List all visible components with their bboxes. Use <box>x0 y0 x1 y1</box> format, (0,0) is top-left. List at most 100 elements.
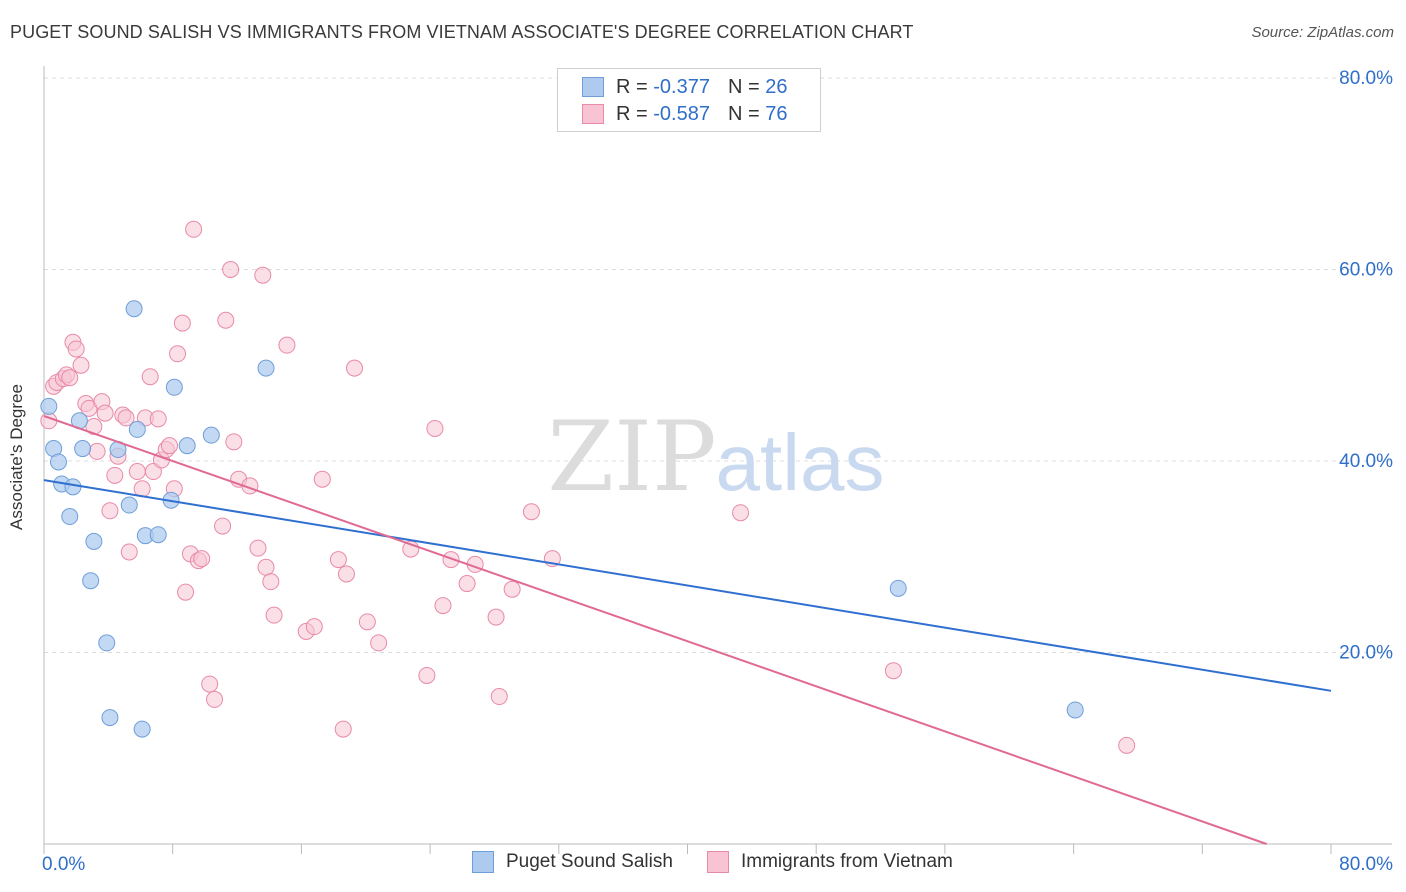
point-vietnam <box>265 606 283 624</box>
point-vietnam <box>732 504 750 522</box>
point-vietnam <box>313 470 331 488</box>
watermark-atlas: atlas <box>716 418 885 507</box>
point-salish <box>128 420 146 438</box>
point-vietnam <box>884 662 902 680</box>
point-vietnam <box>101 502 119 520</box>
point-salish <box>1066 701 1084 719</box>
tick-labels: 20.0% 40.0% 60.0% 80.0% 0.0% 80.0% <box>42 68 1393 875</box>
point-vietnam <box>490 688 508 706</box>
watermark-zip: ZIP <box>547 401 716 513</box>
point-vietnam <box>67 340 85 358</box>
point-vietnam <box>106 466 124 484</box>
legend-item-salish: Puget Sound Salish <box>472 851 673 873</box>
axes <box>43 66 1392 854</box>
point-vietnam <box>337 565 355 583</box>
point-vietnam <box>177 583 195 601</box>
x-tick-label-min: 0.0% <box>42 854 85 875</box>
point-vietnam <box>120 543 138 561</box>
point-salish <box>40 397 58 415</box>
watermark: ZIP atlas <box>547 401 884 513</box>
point-salish <box>133 720 151 738</box>
y-tick-label: 40.0% <box>1339 451 1393 472</box>
point-vietnam <box>249 539 267 557</box>
point-vietnam <box>185 220 203 238</box>
series-legend: Puget Sound Salish Immigrants from Vietn… <box>0 851 1406 879</box>
legend-label-vietnam: Immigrants from Vietnam <box>741 851 953 872</box>
legend-n-value: 76 <box>765 102 788 125</box>
point-vietnam <box>149 410 167 428</box>
point-vietnam <box>522 503 540 521</box>
legend-item-vietnam: Immigrants from Vietnam <box>707 851 953 873</box>
legend-n-label: N = <box>727 102 760 125</box>
point-vietnam <box>173 314 191 332</box>
point-salish <box>165 378 183 396</box>
point-salish <box>74 440 92 458</box>
point-vietnam <box>201 675 219 693</box>
point-salish <box>82 572 100 590</box>
point-salish <box>257 359 275 377</box>
point-vietnam <box>96 404 114 422</box>
point-vietnam <box>434 597 452 615</box>
point-vietnam <box>262 573 280 591</box>
point-vietnam <box>257 558 275 576</box>
series-vietnam-points <box>40 220 1136 754</box>
point-vietnam <box>334 720 352 738</box>
point-vietnam <box>141 368 159 386</box>
legend-swatch-salish <box>582 77 604 97</box>
y-tick-label: 80.0% <box>1339 68 1393 89</box>
x-tick-label-max: 80.0% <box>1339 854 1393 875</box>
legend-row-salish: R = -0.377 N = 26 <box>582 74 787 100</box>
point-vietnam <box>1118 736 1136 754</box>
legend-swatch-vietnam <box>582 104 604 124</box>
point-vietnam <box>128 463 146 481</box>
point-vietnam <box>72 356 90 374</box>
point-vietnam <box>329 551 347 569</box>
point-vietnam <box>278 336 296 354</box>
gridlines <box>44 77 1392 653</box>
point-vietnam <box>160 437 178 455</box>
legend-row-vietnam: R = -0.587 N = 76 <box>582 101 787 127</box>
point-salish <box>202 426 220 444</box>
legend-r-label: R = <box>616 102 648 125</box>
point-salish <box>178 437 196 455</box>
chart-title: PUGET SOUND SALISH VS IMMIGRANTS FROM VI… <box>10 22 914 42</box>
trend-lines <box>43 415 1332 845</box>
point-vietnam <box>305 618 323 636</box>
trendline-salish <box>43 479 1332 692</box>
legend-r-value: -0.587 <box>653 102 710 125</box>
point-vietnam <box>217 311 235 329</box>
point-vietnam <box>426 419 444 437</box>
point-salish <box>98 634 116 652</box>
point-salish <box>61 508 79 526</box>
correlation-legend: R = -0.377 N = 26 R = -0.587 N = 76 <box>557 68 821 132</box>
point-salish <box>889 579 907 597</box>
series-salish-points <box>40 300 1084 738</box>
legend-label-salish: Puget Sound Salish <box>506 851 673 872</box>
point-vietnam <box>254 266 272 284</box>
point-vietnam <box>487 608 505 626</box>
point-vietnam <box>169 345 187 363</box>
point-vietnam <box>85 418 103 436</box>
legend-n-value: 26 <box>765 75 788 98</box>
point-vietnam <box>40 412 58 430</box>
point-vietnam <box>418 666 436 684</box>
point-salish <box>64 478 82 496</box>
point-vietnam <box>458 575 476 593</box>
point-vietnam <box>206 690 224 708</box>
point-vietnam <box>225 433 243 451</box>
point-vietnam <box>345 359 363 377</box>
y-tick-label: 20.0% <box>1339 643 1393 664</box>
legend-swatch-vietnam <box>707 851 729 873</box>
point-salish <box>49 453 67 471</box>
point-vietnam <box>222 261 240 278</box>
point-vietnam <box>503 580 521 598</box>
legend-r-label: R = <box>616 75 648 98</box>
point-salish <box>149 526 167 544</box>
legend-r-value: -0.377 <box>653 75 710 98</box>
point-vietnam <box>193 550 211 568</box>
legend-swatch-salish <box>472 851 494 873</box>
point-vietnam <box>370 634 388 652</box>
point-vietnam <box>61 369 79 387</box>
point-salish <box>125 300 143 318</box>
